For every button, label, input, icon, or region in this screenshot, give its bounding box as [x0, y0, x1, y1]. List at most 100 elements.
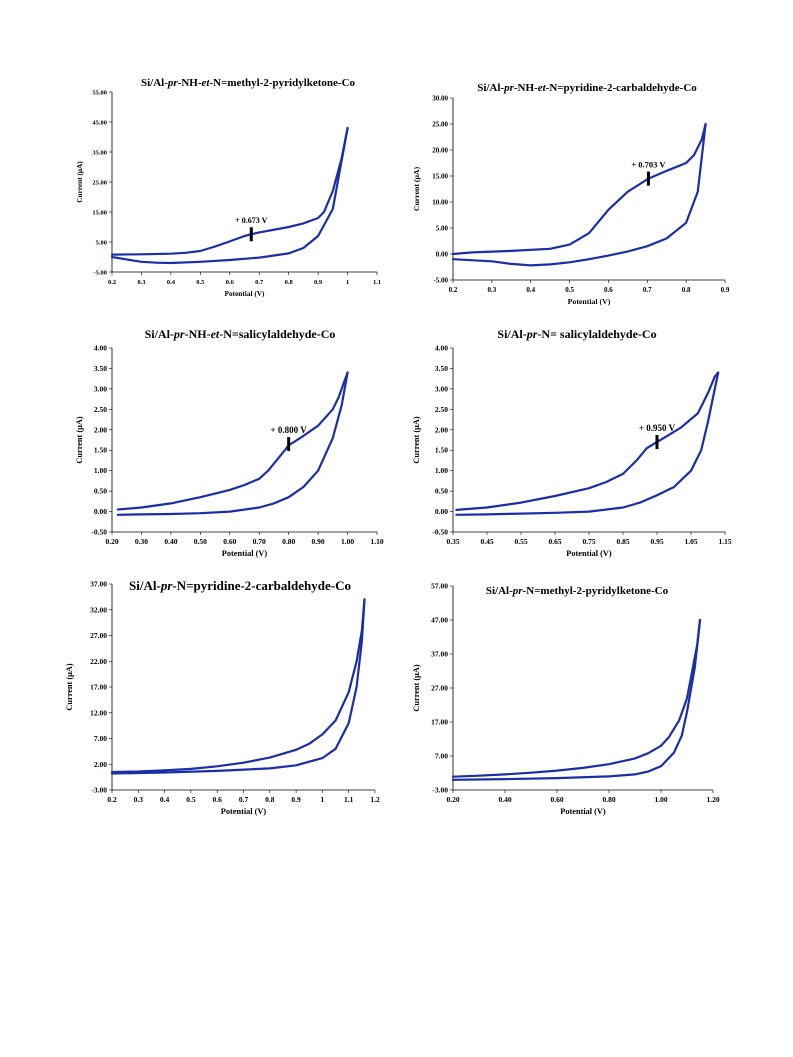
y-tick-label: 5.00 [436, 225, 449, 233]
x-tick-label: 0.3 [137, 279, 146, 286]
y-tick-label: -3.00 [91, 786, 107, 795]
y-tick-label: 10.00 [432, 199, 448, 207]
y-tick-label: 1.50 [435, 446, 448, 455]
y-tick-label: -3.00 [432, 786, 448, 795]
x-tick-label: 0.3 [487, 286, 496, 294]
chart-title: Si/Al-pr-NH-et-N=pyridine-2-carbaldehyde… [477, 82, 697, 94]
y-tick-label: 22.00 [90, 657, 107, 666]
chart-svg: Si/Al-pr-N=methyl-2-pyridylketone-Co -3.0… [412, 582, 720, 817]
y-tick-label: -0.50 [91, 528, 107, 537]
chart-title: Si/Al-pr-NH-et-N=salicylaldehyde-Co [145, 327, 336, 341]
y-tick-label: 2.50 [435, 405, 448, 414]
cv-scan-lower [110, 126, 349, 265]
y-tick-label: 4.00 [94, 344, 107, 353]
cv-chart-5: Si/Al-pr-N=pyridine-2-carbaldehyde-Co -3.… [60, 572, 395, 824]
y-tick-label: 0.50 [435, 487, 448, 496]
x-tick-label: 0.8 [682, 286, 691, 294]
cv-chart-6: Si/Al-pr-N=methyl-2-pyridylketone-Co -3.0… [407, 572, 737, 824]
x-tick-label: 0.8 [265, 795, 275, 804]
cv-chart-1: Si/Al-pr-NH-et-N=methyl-2-pyridylketone-… [70, 70, 395, 310]
x-tick-label: 0.3 [134, 795, 144, 804]
x-tick-label: 1.1 [344, 795, 354, 804]
x-tick-label: 0.40 [164, 537, 177, 546]
x-tick-label: 0.9 [291, 795, 301, 804]
chart-svg: Si/Al-pr-N=pyridine-2-carbaldehyde-Co -3.… [65, 578, 380, 816]
peak-potential-label: + 0.703 V [631, 160, 666, 170]
x-tick-label: 0.6 [226, 279, 235, 286]
y-tick-label: 20.00 [432, 147, 448, 155]
x-tick-label: 0.90 [312, 537, 325, 546]
x-tick-label: 0.45 [480, 537, 493, 546]
x-tick-label: 1.2 [370, 795, 380, 804]
x-tick-label: 0.40 [498, 795, 511, 804]
x-tick-label: 0.65 [548, 537, 561, 546]
cv-scan-upper [116, 371, 349, 511]
y-tick-label: 25.00 [432, 121, 448, 129]
cv-scan-upper [451, 122, 707, 256]
y-tick-label: 7.00 [94, 734, 107, 743]
x-tick-label: 0.5 [186, 795, 196, 804]
y-tick-label: 0.50 [94, 487, 107, 496]
chart-title: Si/Al-pr-N= salicylaldehyde-Co [497, 327, 656, 341]
cv-scan-upper [110, 598, 366, 774]
x-tick-label: 0.6 [604, 286, 613, 294]
cv-scan-upper [451, 618, 702, 778]
y-tick-label: 3.50 [94, 364, 107, 373]
y-axis-label: Current (μA) [65, 663, 74, 710]
cv-scan-upper [455, 371, 720, 511]
x-axis-label: Potential (V) [225, 289, 265, 298]
x-tick-label: 1 [321, 795, 325, 804]
y-axis-label: Current (μA) [412, 416, 421, 463]
y-tick-label: 2.00 [435, 425, 448, 434]
y-tick-label: 2.00 [94, 425, 107, 434]
x-tick-label: 0.80 [282, 537, 295, 546]
chart-svg: Si/Al-pr-NH-et-N=pyridine-2-carbaldehyde… [412, 82, 730, 306]
x-tick-label: 0.5 [196, 279, 205, 286]
x-tick-label: 0.7 [239, 795, 249, 804]
cv-chart-2: Si/Al-pr-NH-et-N=pyridine-2-carbaldehyde… [407, 78, 737, 310]
y-tick-label: 1.50 [94, 446, 107, 455]
x-tick-label: 0.2 [108, 279, 116, 286]
x-tick-label: 0.60 [223, 537, 236, 546]
peak-potential-label: + 0.950 V [639, 423, 676, 433]
x-tick-label: 1 [346, 279, 349, 286]
x-tick-label: 0.50 [194, 537, 207, 546]
y-tick-label: 55.00 [92, 90, 107, 97]
y-tick-label: 3.50 [435, 364, 448, 373]
y-tick-label: 17.00 [90, 683, 107, 692]
cv-scan-lower [116, 371, 349, 516]
x-tick-label: 0.6 [213, 795, 223, 804]
x-tick-label: 0.35 [446, 537, 459, 546]
x-tick-label: 1.05 [684, 537, 697, 546]
x-tick-label: 0.95 [650, 537, 663, 546]
x-tick-label: 1.20 [706, 795, 719, 804]
x-axis-label: Potential (V) [568, 297, 611, 306]
y-tick-label: 35.00 [92, 150, 107, 157]
y-axis-label: Current (μA) [412, 664, 421, 711]
y-tick-label: 47.00 [431, 616, 448, 625]
cv-scan-lower [455, 371, 720, 516]
peak-potential-label: + 0.673 V [235, 216, 267, 225]
x-tick-label: 0.7 [643, 286, 652, 294]
x-tick-label: 0.2 [449, 286, 458, 294]
y-tick-label: 27.00 [90, 631, 107, 640]
y-tick-label: 2.00 [94, 760, 107, 769]
y-tick-label: -5.00 [93, 270, 107, 277]
chart-svg: Si/Al-pr-NH-et-N=salicylaldehyde-Co -0.50… [75, 327, 384, 558]
y-tick-label: 0.00 [436, 251, 449, 259]
y-axis-label: Current (μA) [412, 166, 421, 211]
chart-title: Si/Al-pr-NH-et-N=methyl-2-pyridylketone-… [141, 77, 356, 89]
x-tick-label: 0.7 [255, 279, 264, 286]
y-tick-label: -0.50 [432, 528, 448, 537]
chart-svg: Si/Al-pr-N= salicylaldehyde-Co -0.50 0.00 0… [412, 327, 732, 558]
x-tick-label: 1.15 [718, 537, 731, 546]
y-tick-label: 27.00 [431, 684, 448, 693]
y-tick-label: 2.50 [94, 405, 107, 414]
y-tick-label: 30.00 [432, 95, 448, 103]
cv-scan-lower [451, 618, 702, 781]
peak-potential-label: + 0.800 V [271, 425, 308, 435]
y-tick-label: 4.00 [435, 344, 448, 353]
x-tick-label: 0.20 [446, 795, 459, 804]
x-tick-label: 1.00 [341, 537, 354, 546]
x-tick-label: 0.70 [253, 537, 266, 546]
